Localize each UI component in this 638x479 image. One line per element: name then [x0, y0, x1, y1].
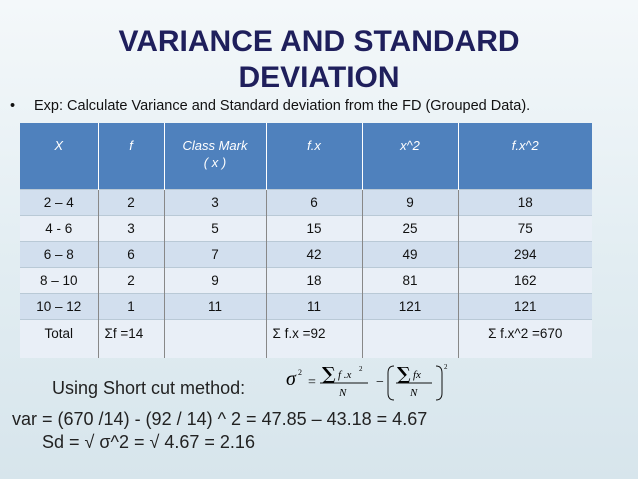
formula-equals: =: [308, 375, 316, 390]
table-cell: 121: [362, 293, 459, 320]
formula-numerator-2: fx: [413, 369, 421, 381]
table-cell: 6: [98, 241, 165, 268]
formula-left-paren: [387, 365, 395, 401]
formula-numerator-1-exponent: 2: [359, 365, 363, 373]
total-fx: Σ f.x =92: [266, 319, 363, 358]
header-f: f: [98, 123, 165, 190]
table-cell: 81: [362, 267, 459, 294]
table-cell: 3: [98, 215, 165, 242]
table-cell: 121: [458, 293, 592, 320]
table-cell: [362, 319, 459, 358]
title-line-1: VARIANCE AND STANDARD: [118, 25, 520, 58]
table-row: 10 – 12 1 11 11 121 121: [20, 293, 592, 320]
table-cell: 18: [266, 267, 363, 294]
table-cell: 11: [266, 293, 363, 320]
table-cell: 9: [164, 267, 267, 294]
standard-deviation-calculation: Sd = √ σ^2 = √ 4.67 = 2.16: [42, 432, 255, 452]
table-cell: 18: [458, 189, 592, 216]
table-row: 4 - 6 3 5 15 25 75: [20, 215, 592, 242]
table-cell: 6 – 8: [20, 241, 99, 268]
title-line-2: DEVIATION: [238, 61, 400, 94]
slide-title: VARIANCE AND STANDARD DEVIATION: [0, 24, 638, 96]
table-cell: 4 - 6: [20, 215, 99, 242]
table-cell: 294: [458, 241, 592, 268]
table-cell: 6: [266, 189, 363, 216]
table-cell: 49: [362, 241, 459, 268]
table-cell: 25: [362, 215, 459, 242]
table-cell: 7: [164, 241, 267, 268]
table-cell: 15: [266, 215, 363, 242]
table-row: 8 – 10 2 9 18 81 162: [20, 267, 592, 294]
variance-calculation: var = (670 /14) - (92 / 14) ^ 2 = 47.85 …: [12, 409, 428, 429]
header-class-mark-line2: ( x ): [203, 155, 227, 170]
table-cell: 9: [362, 189, 459, 216]
table-row: 2 – 4 2 3 6 9 18: [20, 189, 592, 216]
total-f: Σf =14: [98, 319, 165, 358]
short-cut-method-label: Using Short cut method:: [52, 378, 246, 398]
table-cell: 5: [164, 215, 267, 242]
bullet-item: • Exp: Calculate Variance and Standard de…: [10, 98, 530, 114]
table-cell: 11: [164, 293, 267, 320]
total-label: Total: [20, 319, 99, 358]
table-header-row: X f Class Mark ( x ) f.x x^2 f.x^2: [20, 123, 592, 190]
header-fx-squared: f.x^2: [458, 123, 592, 190]
frequency-distribution-table: X f Class Mark ( x ) f.x x^2 f.x^2 2 – 4 …: [20, 123, 592, 358]
header-x-squared: x^2: [362, 123, 459, 190]
bullet-text: Exp: Calculate Variance and Standard dev…: [34, 98, 531, 114]
table-cell: 2: [98, 189, 165, 216]
table-cell: 42: [266, 241, 363, 268]
table-cell: 10 – 12: [20, 293, 99, 320]
formula-paren-exponent: 2: [444, 363, 448, 371]
table-row: 6 – 8 6 7 42 49 294: [20, 241, 592, 268]
header-class-mark: Class Mark ( x ): [164, 123, 267, 190]
formula-denominator-1: N: [338, 387, 347, 399]
bullet-icon: •: [10, 98, 16, 114]
header-class-mark-line1: Class Mark: [182, 138, 248, 153]
formula-sigma-exponent: 2: [298, 368, 302, 377]
total-fx-squared: Σ f.x^2 =670: [458, 319, 592, 358]
table-total-row: Total Σf =14 Σ f.x =92 Σ f.x^2 =670: [20, 319, 592, 358]
formula-sum-2: ∑: [397, 364, 411, 385]
table-cell: [164, 319, 267, 358]
table-cell: 162: [458, 267, 592, 294]
table-cell: 3: [164, 189, 267, 216]
table-cell: 8 – 10: [20, 267, 99, 294]
header-x: X: [20, 123, 99, 190]
variance-formula: σ 2 = ∑ f .x 2 N − ∑ fx N 2: [286, 363, 448, 401]
table-cell: 75: [458, 215, 592, 242]
formula-right-paren: [435, 365, 443, 401]
table-cell: 2: [98, 267, 165, 294]
formula-denominator-2: N: [409, 387, 418, 399]
header-fx: f.x: [266, 123, 363, 190]
formula-sum-1: ∑: [322, 364, 336, 385]
formula-sigma: σ: [286, 368, 297, 390]
table-cell: 1: [98, 293, 165, 320]
formula-minus: −: [376, 375, 384, 390]
formula-numerator-1: f .x: [338, 369, 352, 381]
table-cell: 2 – 4: [20, 189, 99, 216]
